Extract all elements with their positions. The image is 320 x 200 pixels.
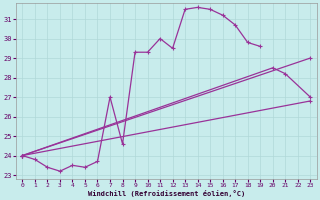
- X-axis label: Windchill (Refroidissement éolien,°C): Windchill (Refroidissement éolien,°C): [88, 190, 245, 197]
